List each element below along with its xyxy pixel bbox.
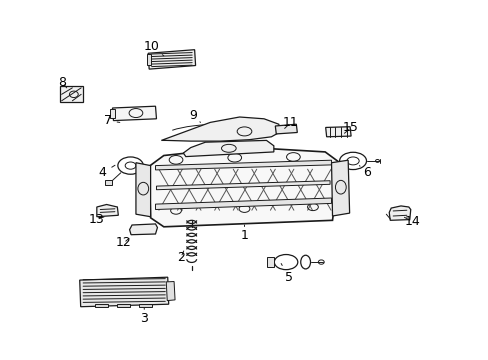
Text: 2: 2 (177, 251, 184, 264)
Polygon shape (183, 140, 273, 157)
Polygon shape (105, 180, 112, 185)
Text: 12: 12 (116, 237, 131, 249)
Polygon shape (95, 304, 107, 307)
Polygon shape (97, 204, 118, 217)
Polygon shape (156, 181, 329, 190)
Polygon shape (331, 160, 349, 216)
Text: 3: 3 (140, 308, 148, 325)
Polygon shape (149, 148, 339, 227)
Polygon shape (129, 224, 157, 235)
Polygon shape (325, 127, 350, 137)
Polygon shape (166, 282, 175, 301)
Polygon shape (148, 50, 195, 69)
Polygon shape (110, 109, 115, 118)
Text: 14: 14 (404, 215, 419, 228)
Text: 11: 11 (283, 116, 298, 129)
Polygon shape (146, 54, 150, 65)
Polygon shape (388, 206, 410, 220)
Text: 5: 5 (281, 264, 292, 284)
Polygon shape (117, 304, 129, 307)
Polygon shape (161, 117, 281, 141)
Polygon shape (267, 257, 273, 267)
Polygon shape (80, 277, 168, 307)
Polygon shape (136, 163, 150, 217)
Polygon shape (155, 198, 331, 210)
Text: 13: 13 (88, 213, 104, 226)
Text: 10: 10 (143, 40, 163, 56)
Polygon shape (60, 86, 83, 102)
Polygon shape (139, 304, 151, 307)
Text: 7: 7 (103, 114, 120, 127)
Polygon shape (275, 124, 297, 134)
Text: 9: 9 (189, 109, 200, 122)
Polygon shape (112, 106, 156, 121)
Text: 6: 6 (359, 166, 370, 179)
Text: 15: 15 (343, 121, 358, 134)
Text: 8: 8 (59, 76, 66, 89)
Polygon shape (155, 160, 331, 170)
Text: 1: 1 (240, 225, 248, 242)
Text: 4: 4 (99, 165, 115, 179)
